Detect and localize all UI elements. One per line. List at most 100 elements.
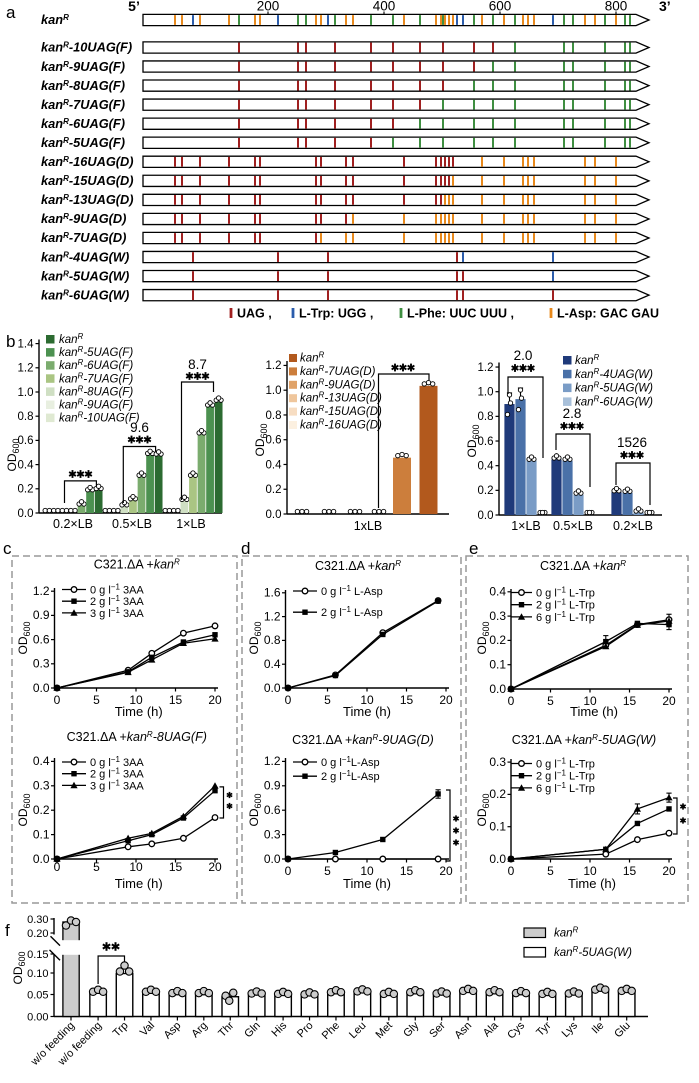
svg-text:9.6: 9.6 [130,420,149,435]
svg-text:kanR-8UAG(F): kanR-8UAG(F) [59,384,133,398]
svg-text:kanR-9UAG(D): kanR-9UAG(D) [300,377,376,391]
svg-text:kanR-6UAG(W): kanR-6UAG(W) [575,394,653,408]
svg-text:0.1: 0.1 [489,820,506,834]
svg-text:1.2: 1.2 [33,584,50,598]
svg-text:15: 15 [169,860,183,874]
svg-text:0: 0 [508,864,515,878]
svg-text:kanR-8UAG(F): kanR-8UAG(F) [41,78,125,93]
svg-text:0 g l−1 L-Trp: 0 g l−1 L-Trp [536,586,595,600]
svg-text:c: c [3,539,12,558]
svg-text:15: 15 [623,694,637,708]
svg-text:Time (h): Time (h) [343,876,391,891]
svg-text:kanR-7UAG(F): kanR-7UAG(F) [41,97,125,112]
svg-text:L-Trp: UGG ,: L-Trp: UGG , [299,307,373,321]
svg-text:6 g l−1 L-Trp: 6 g l−1 L-Trp [536,781,595,795]
svg-text:0 g l−1 L-Asp: 0 g l−1 L-Asp [321,584,383,598]
svg-text:0.6: 0.6 [478,436,494,448]
svg-text:0.3: 0.3 [264,827,281,841]
svg-text:C321.ΔA +kanR-5UAG(W): C321.ΔA +kanR-5UAG(W) [512,733,656,747]
svg-text:1×LB: 1×LB [511,519,541,533]
svg-text:0.4: 0.4 [264,657,281,671]
svg-text:0.2: 0.2 [266,484,282,496]
svg-text:kanR-5UAG(F): kanR-5UAG(F) [59,345,133,359]
svg-text:0.0: 0.0 [33,852,50,866]
svg-text:0.0: 0.0 [489,682,506,696]
svg-text:kanR: kanR [554,926,579,940]
svg-text:0.05: 0.05 [27,989,48,1001]
svg-text:10: 10 [129,860,143,874]
svg-text:0.6: 0.6 [266,435,282,447]
svg-text:8.7: 8.7 [188,357,207,372]
svg-text:kanR-6UAG(W): kanR-6UAG(W) [41,287,129,302]
svg-text:kanR-13UAG(D): kanR-13UAG(D) [41,192,134,207]
svg-text:f: f [5,921,10,940]
svg-text:2.0: 2.0 [514,348,533,363]
svg-text:kanR-13UAG(D): kanR-13UAG(D) [300,391,382,405]
svg-text:0.2: 0.2 [489,633,506,647]
svg-text:0.6: 0.6 [18,435,34,447]
svg-text:0.8: 0.8 [478,411,494,423]
svg-text:kanR-9UAG(F): kanR-9UAG(F) [41,59,125,74]
svg-text:6 g l−1 L-Trp: 6 g l−1 L-Trp [536,610,595,624]
svg-text:3’: 3’ [659,0,671,14]
svg-text:0: 0 [285,693,292,707]
svg-text:Time (h): Time (h) [570,704,618,719]
svg-text:0.3: 0.3 [33,657,50,671]
svg-text:0.0: 0.0 [489,852,506,866]
svg-text:800: 800 [605,0,628,14]
svg-text:kanR-16UAG(D): kanR-16UAG(D) [300,418,382,432]
svg-text:C321.ΔA +kanR: C321.ΔA +kanR [315,559,401,573]
svg-text:2 g l−1 L-Trp: 2 g l−1 L-Trp [536,769,595,783]
svg-text:kanR-10UAG(F): kanR-10UAG(F) [41,40,132,55]
svg-text:kanR-4UAG(W): kanR-4UAG(W) [575,367,653,381]
svg-text:0.0: 0.0 [264,681,281,695]
svg-text:e: e [469,539,478,558]
svg-text:2 g l−1 L-Trp: 2 g l−1 L-Trp [536,598,595,612]
svg-text:0.1: 0.1 [489,658,506,672]
svg-text:0.00: 0.00 [27,1011,48,1023]
svg-text:kanR-4UAG(W): kanR-4UAG(W) [41,249,129,264]
svg-text:5: 5 [547,864,554,878]
svg-text:400: 400 [373,0,396,14]
svg-text:10: 10 [129,693,143,707]
svg-text:1.2: 1.2 [264,609,281,623]
svg-text:20: 20 [439,693,453,707]
svg-text:1.6: 1.6 [264,586,281,600]
svg-text:0.8: 0.8 [266,410,282,422]
svg-text:10: 10 [583,864,597,878]
svg-text:2 g l−1 3AA: 2 g l−1 3AA [90,594,144,608]
svg-text:kanR-15UAG(D): kanR-15UAG(D) [300,404,382,418]
svg-text:0.0: 0.0 [33,681,50,695]
svg-text:Time (h): Time (h) [115,704,163,719]
svg-text:Time (h): Time (h) [568,876,616,891]
svg-text:0.5×LB: 0.5×LB [553,519,593,533]
svg-text:kanR-5UAG(F): kanR-5UAG(F) [41,135,125,150]
svg-text:C321.ΔA +kanR-9UAG(D): C321.ΔA +kanR-9UAG(D) [292,733,434,747]
svg-text:1.4: 1.4 [18,338,35,350]
svg-text:kanR-7UAG(D): kanR-7UAG(D) [41,230,126,245]
svg-text:kanR-9UAG(F): kanR-9UAG(F) [59,398,133,412]
svg-text:kanR-10UAG(F): kanR-10UAG(F) [59,411,140,425]
svg-text:0 g l−1 3AA: 0 g l−1 3AA [90,755,144,769]
svg-text:5: 5 [93,860,100,874]
svg-text:0.3: 0.3 [489,755,506,769]
svg-text:Time (h): Time (h) [343,704,391,719]
svg-text:600: 600 [489,0,512,14]
svg-text:0: 0 [508,694,515,708]
svg-text:0.4: 0.4 [266,459,283,471]
svg-text:0.4: 0.4 [18,459,35,471]
svg-text:0.2×LB: 0.2×LB [53,517,93,531]
svg-text:0.9: 0.9 [33,608,50,622]
svg-text:0.4: 0.4 [478,460,495,472]
svg-text:0.1: 0.1 [33,827,50,841]
svg-text:1.2: 1.2 [264,754,281,768]
svg-text:kanR-7UAG(F): kanR-7UAG(F) [59,371,133,385]
svg-text:0.8: 0.8 [264,633,281,647]
svg-text:1.0: 1.0 [18,387,34,399]
svg-text:0.6: 0.6 [264,803,281,817]
svg-text:C321.ΔA +kanR-8UAG(F): C321.ΔA +kanR-8UAG(F) [67,730,207,744]
svg-text:1.0: 1.0 [266,385,282,397]
svg-text:0.0: 0.0 [478,510,494,522]
svg-text:1×LB: 1×LB [176,517,206,531]
svg-text:Time (h): Time (h) [115,876,163,891]
